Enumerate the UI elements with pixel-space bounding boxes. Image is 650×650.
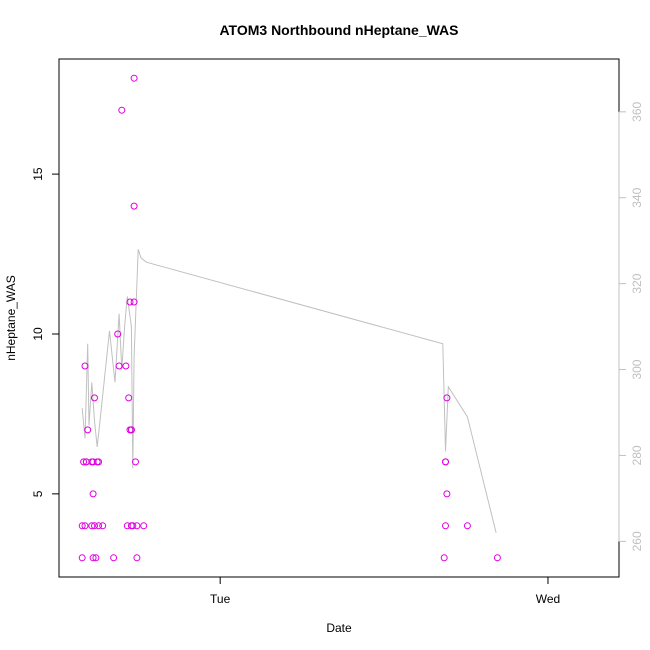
data-point bbox=[89, 490, 97, 498]
data-point bbox=[81, 522, 89, 530]
data-point bbox=[130, 202, 138, 210]
data-point bbox=[78, 522, 86, 530]
y2-tick-label: 320 bbox=[630, 273, 644, 293]
y-tick-label: 5 bbox=[31, 490, 45, 497]
y2-tick-label: 360 bbox=[630, 101, 644, 121]
data-point bbox=[125, 394, 133, 402]
x-axis-label: Date bbox=[326, 621, 352, 635]
x-axis: Tue Wed bbox=[210, 576, 560, 606]
data-point bbox=[95, 458, 103, 466]
chart-title: ATOM3 Northbound nHeptane_WAS bbox=[219, 22, 458, 38]
data-point bbox=[132, 458, 139, 466]
data-point bbox=[84, 426, 92, 434]
data-point bbox=[110, 554, 118, 562]
data-point bbox=[89, 554, 97, 562]
data-point bbox=[81, 362, 89, 370]
x-tick-label: Wed bbox=[536, 592, 560, 606]
data-point bbox=[127, 426, 135, 434]
data-point bbox=[95, 522, 103, 530]
data-point bbox=[442, 522, 449, 530]
data-point bbox=[88, 522, 96, 530]
series-points-group bbox=[78, 74, 501, 562]
data-point bbox=[463, 522, 471, 530]
data-point bbox=[129, 522, 137, 530]
y-axis-label: nHeptane_WAS bbox=[4, 275, 18, 361]
y2-tick-label: 260 bbox=[630, 531, 644, 551]
data-point bbox=[115, 362, 123, 370]
data-point bbox=[443, 394, 451, 402]
y-axis-right: 260 280 300 320 340 360 bbox=[618, 101, 644, 551]
data-point bbox=[118, 106, 126, 114]
data-point bbox=[92, 554, 100, 562]
data-point bbox=[443, 490, 451, 498]
data-point bbox=[442, 458, 449, 466]
data-point bbox=[133, 522, 141, 530]
y2-tick-label: 340 bbox=[630, 187, 644, 207]
data-point bbox=[440, 554, 448, 562]
x-tick-label: Tue bbox=[210, 592, 231, 606]
data-point bbox=[493, 554, 501, 562]
data-point bbox=[80, 458, 88, 466]
data-point bbox=[133, 554, 141, 562]
data-point bbox=[99, 522, 107, 530]
y-axis-left: 5 10 15 bbox=[31, 167, 60, 497]
data-point bbox=[114, 330, 122, 338]
data-point bbox=[140, 522, 148, 530]
data-point bbox=[130, 74, 138, 82]
data-point bbox=[78, 554, 86, 562]
y2-tick-label: 300 bbox=[630, 359, 644, 379]
data-point bbox=[130, 298, 138, 306]
y2-tick-label: 280 bbox=[630, 445, 644, 465]
data-point bbox=[91, 522, 98, 530]
y-tick-label: 10 bbox=[31, 327, 45, 341]
data-point bbox=[126, 298, 134, 306]
data-point bbox=[122, 362, 130, 370]
data-point bbox=[91, 394, 98, 402]
y-tick-label: 15 bbox=[31, 167, 45, 181]
